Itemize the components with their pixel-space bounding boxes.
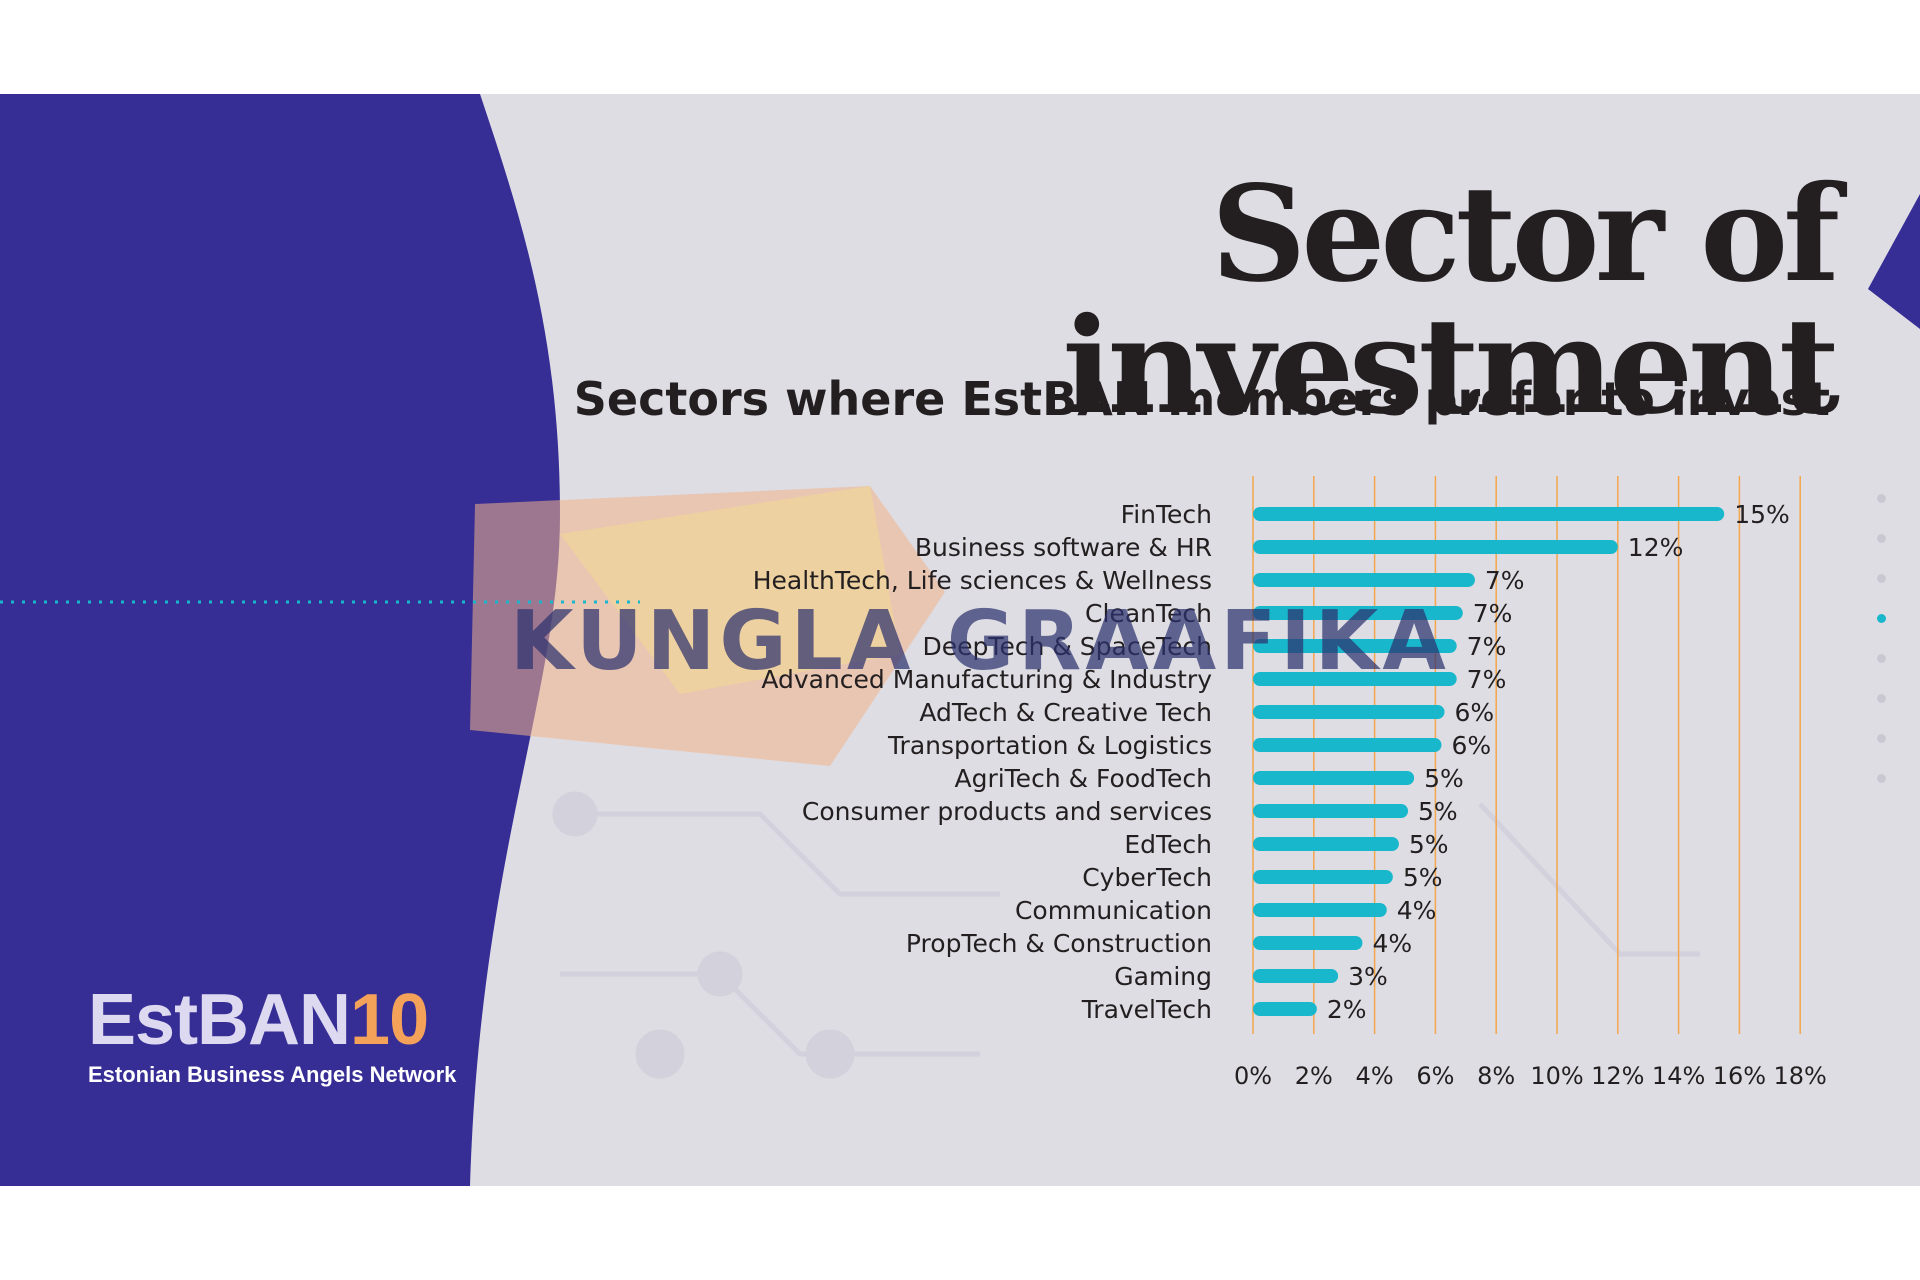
value-labels: 15% 12% 7% 7% 7% 7% 6% 6% 5% 5% 5% 5% 4% 4% 3% 2%	[1327, 500, 1790, 1024]
category-label: AgriTech & FoodTech	[954, 764, 1212, 793]
logo-wordmark: EstBAN10	[88, 984, 456, 1056]
page-title: Sector of investment	[1062, 157, 1840, 444]
bar	[1253, 507, 1725, 521]
category-label: Communication	[1015, 896, 1212, 925]
x-tick-label: 10%	[1530, 1062, 1583, 1090]
category-label: Business software & HR	[915, 533, 1212, 562]
category-label: TravelTech	[1081, 995, 1212, 1024]
page-subtitle: Sectors where EstBAN members prefer to i…	[573, 372, 1830, 426]
value-label: 5%	[1418, 797, 1458, 826]
value-label: 12%	[1628, 533, 1684, 562]
bar	[1253, 804, 1409, 818]
circuit-decoration	[552, 791, 1700, 1079]
bar-chart: FinTech Business software & HR HealthTech,…	[753, 476, 1827, 1090]
category-label: AdTech & Creative Tech	[919, 698, 1212, 727]
value-label: 6%	[1455, 698, 1495, 727]
x-tick-label: 18%	[1774, 1062, 1827, 1090]
category-label: FinTech	[1121, 500, 1212, 529]
category-label: CleanTech	[1085, 599, 1212, 628]
value-label: 4%	[1372, 929, 1412, 958]
x-tick-label: 2%	[1295, 1062, 1333, 1090]
category-label: PropTech & Construction	[906, 929, 1212, 958]
category-label: CyberTech	[1082, 863, 1212, 892]
category-label: Consumer products and services	[802, 797, 1212, 826]
value-label: 7%	[1485, 566, 1525, 595]
pager-dot[interactable]	[1877, 694, 1886, 703]
bar	[1253, 705, 1445, 719]
value-label: 5%	[1403, 863, 1443, 892]
bar	[1253, 573, 1475, 587]
logo-number: 10	[350, 980, 429, 1060]
x-tick-label: 0%	[1234, 1062, 1272, 1090]
x-tick-label: 12%	[1591, 1062, 1644, 1090]
bars	[1253, 507, 1725, 1016]
right-edge-triangle	[1868, 194, 1920, 329]
estban-logo: EstBAN10 Estonian Business Angels Networ…	[88, 984, 456, 1088]
pager-dot[interactable]	[1877, 494, 1886, 503]
category-label: Gaming	[1114, 962, 1212, 991]
pager-dot[interactable]	[1877, 614, 1886, 623]
category-labels: FinTech Business software & HR HealthTech,…	[753, 500, 1212, 1024]
bar	[1253, 1002, 1317, 1016]
logo-tagline: Estonian Business Angels Network	[88, 1062, 457, 1087]
x-tick-label: 14%	[1652, 1062, 1705, 1090]
value-label: 7%	[1473, 599, 1513, 628]
watermark-text: KUNGLA GRAAFIKA	[510, 594, 1450, 689]
bar	[1253, 540, 1618, 554]
pager-dot[interactable]	[1877, 574, 1886, 583]
gradient-shape-yellow	[560, 486, 900, 694]
value-label: 7%	[1467, 632, 1507, 661]
grid-lines	[1252, 476, 1801, 1034]
x-tick-label: 4%	[1356, 1062, 1394, 1090]
x-axis-ticks: 0% 2% 4% 6% 8% 10% 12% 14% 16% 18%	[1234, 1062, 1827, 1090]
x-tick-label: 16%	[1713, 1062, 1766, 1090]
pager-dot[interactable]	[1877, 734, 1886, 743]
value-label: 6%	[1451, 731, 1491, 760]
bar	[1253, 606, 1463, 620]
slide: Sector of investment Sectors where EstBA…	[0, 94, 1920, 1186]
bar	[1253, 672, 1457, 686]
category-label: Advanced Manufacturing & Industry	[761, 665, 1212, 694]
bar	[1253, 639, 1457, 653]
bar	[1253, 936, 1363, 950]
value-label: 4%	[1397, 896, 1437, 925]
purple-wave-shape	[0, 94, 560, 1186]
bar	[1253, 870, 1393, 884]
x-tick-label: 8%	[1477, 1062, 1515, 1090]
background-art	[0, 94, 1920, 1186]
bar	[1253, 738, 1442, 752]
pager-dot[interactable]	[1877, 774, 1886, 783]
category-label: DeepTech & SpaceTech	[923, 632, 1212, 661]
category-label: HealthTech, Life sciences & Wellness	[753, 566, 1212, 595]
pager-dot[interactable]	[1877, 654, 1886, 663]
value-label: 5%	[1424, 764, 1464, 793]
logo-main-text: EstBAN	[88, 980, 351, 1060]
value-label: 15%	[1734, 500, 1790, 529]
value-label: 5%	[1409, 830, 1449, 859]
bar	[1253, 771, 1415, 785]
bar	[1253, 969, 1339, 983]
category-label: EdTech	[1124, 830, 1212, 859]
category-label: Transportation & Logistics	[887, 731, 1212, 760]
pager-dot[interactable]	[1877, 534, 1886, 543]
gradient-shape	[470, 486, 945, 766]
bar	[1253, 837, 1399, 851]
value-label: 2%	[1327, 995, 1367, 1024]
x-tick-label: 6%	[1416, 1062, 1454, 1090]
value-label: 7%	[1467, 665, 1507, 694]
value-label: 3%	[1348, 962, 1388, 991]
bar	[1253, 903, 1387, 917]
